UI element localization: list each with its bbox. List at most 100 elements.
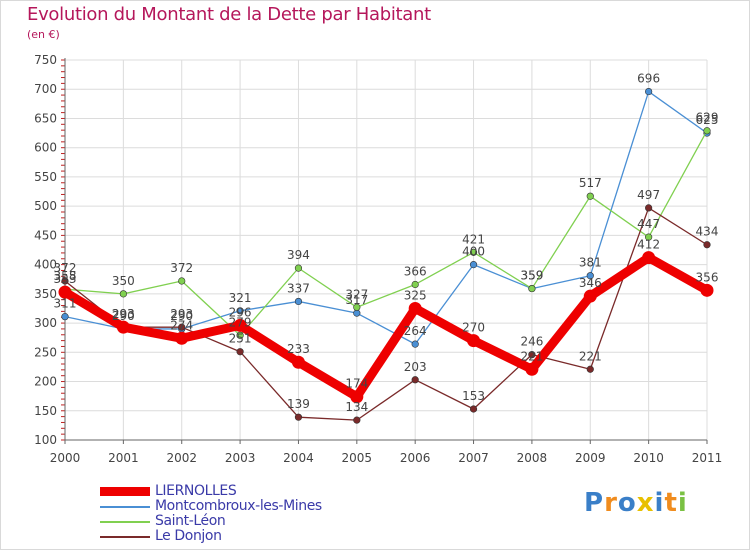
data-label: 279 <box>229 315 252 329</box>
data-label: 327 <box>345 287 368 301</box>
legend-swatch <box>100 487 150 496</box>
x-tick-label: 2005 <box>342 451 373 465</box>
data-point <box>645 204 653 212</box>
series-line <box>60 253 712 402</box>
data-label: 372 <box>170 261 193 275</box>
x-tick-label: 2010 <box>633 451 664 465</box>
data-label: 629 <box>696 111 719 125</box>
legend-label: LIERNOLLES <box>155 483 237 499</box>
data-label: 366 <box>404 264 427 278</box>
data-label: 356 <box>696 270 719 284</box>
data-label: 353 <box>54 272 77 286</box>
data-label: 274 <box>170 318 193 332</box>
legend-label: Montcombroux-les-Mines <box>155 498 322 514</box>
data-label: 290 <box>112 309 135 323</box>
data-label: 359 <box>520 269 543 283</box>
data-point <box>525 362 539 376</box>
grid <box>64 59 708 441</box>
logo-letter: r <box>604 488 618 518</box>
data-point <box>469 405 478 413</box>
data-label: 270 <box>462 321 485 335</box>
y-tick-label: 250 <box>34 345 57 359</box>
series-line <box>64 90 708 345</box>
legend-item: Montcombroux-les-Mines <box>100 499 322 514</box>
data-label: 447 <box>637 217 660 231</box>
logo-letter: P <box>584 488 605 518</box>
data-label: 625 <box>696 113 719 127</box>
x-tick-label: 2002 <box>166 451 197 465</box>
data-label: 412 <box>637 238 660 252</box>
y-tick-label: 400 <box>34 258 57 272</box>
data-label: 293 <box>112 307 135 321</box>
data-point <box>233 318 247 332</box>
data-label: 421 <box>462 232 485 246</box>
data-label: 381 <box>579 256 602 270</box>
data-point <box>58 285 72 299</box>
data-label: 293 <box>112 307 135 321</box>
y-tick-label: 450 <box>34 228 57 242</box>
data-point <box>642 251 656 265</box>
data-point <box>408 301 422 315</box>
data-label: 251 <box>229 332 252 346</box>
y-tick-label: 200 <box>34 375 57 389</box>
data-label: 400 <box>462 245 485 259</box>
data-label: 358 <box>54 269 77 283</box>
data-point <box>528 284 536 293</box>
data-point <box>61 313 69 321</box>
data-label: 293 <box>170 307 193 321</box>
data-point <box>586 192 594 200</box>
data-point <box>583 289 597 303</box>
data-label: 174 <box>345 377 368 391</box>
logo-letter: o <box>617 488 637 518</box>
legend: LIERNOLLES Montcombroux-les-Mines Saint-Lé… <box>100 484 322 544</box>
data-point <box>294 264 303 272</box>
data-label: 696 <box>637 72 660 86</box>
data-point <box>703 127 711 135</box>
data-point <box>700 283 714 297</box>
y-tick-label: 650 <box>34 111 57 125</box>
data-label: 317 <box>345 293 368 307</box>
data-point <box>411 376 419 384</box>
data-point <box>586 272 594 280</box>
data-label: 264 <box>404 324 427 338</box>
data-point <box>116 320 130 334</box>
x-tick-label: 2011 <box>692 451 723 465</box>
data-point <box>469 261 478 269</box>
y-tick-label: 750 <box>34 53 57 67</box>
logo-letter: t <box>664 488 678 518</box>
data-label: 203 <box>404 360 427 374</box>
data-label: 221 <box>579 349 602 363</box>
data-label: 346 <box>579 276 602 290</box>
legend-item: Saint-Léon <box>100 514 322 529</box>
x-tick-label: 2009 <box>575 451 606 465</box>
data-label: 139 <box>287 397 310 411</box>
data-label: 290 <box>170 309 193 323</box>
y-tick-label: 350 <box>34 287 57 301</box>
data-point <box>528 351 536 359</box>
legend-item: LIERNOLLES <box>100 484 322 499</box>
legend-swatch <box>100 520 150 523</box>
legend-swatch <box>100 505 150 508</box>
data-point <box>469 248 478 256</box>
data-point <box>353 303 361 311</box>
data-point <box>178 323 186 331</box>
legend-label: Saint-Léon <box>155 513 226 529</box>
x-tick-label: 2008 <box>517 451 548 465</box>
data-point <box>411 280 419 289</box>
data-point <box>467 334 481 348</box>
data-label: 517 <box>579 176 602 190</box>
y-tick-label: 300 <box>34 316 57 330</box>
data-point <box>291 355 305 369</box>
data-label: 134 <box>345 400 368 414</box>
data-point <box>645 87 653 96</box>
data-point <box>353 416 361 424</box>
data-label: 221 <box>520 349 543 363</box>
data-label: 311 <box>54 297 77 311</box>
data-point <box>236 307 244 315</box>
data-label: 394 <box>287 248 310 262</box>
x-tick-label: 2003 <box>225 451 256 465</box>
data-point <box>294 413 303 421</box>
data-point <box>119 290 127 298</box>
data-point <box>175 331 189 345</box>
y-tick-label: 700 <box>34 82 57 96</box>
